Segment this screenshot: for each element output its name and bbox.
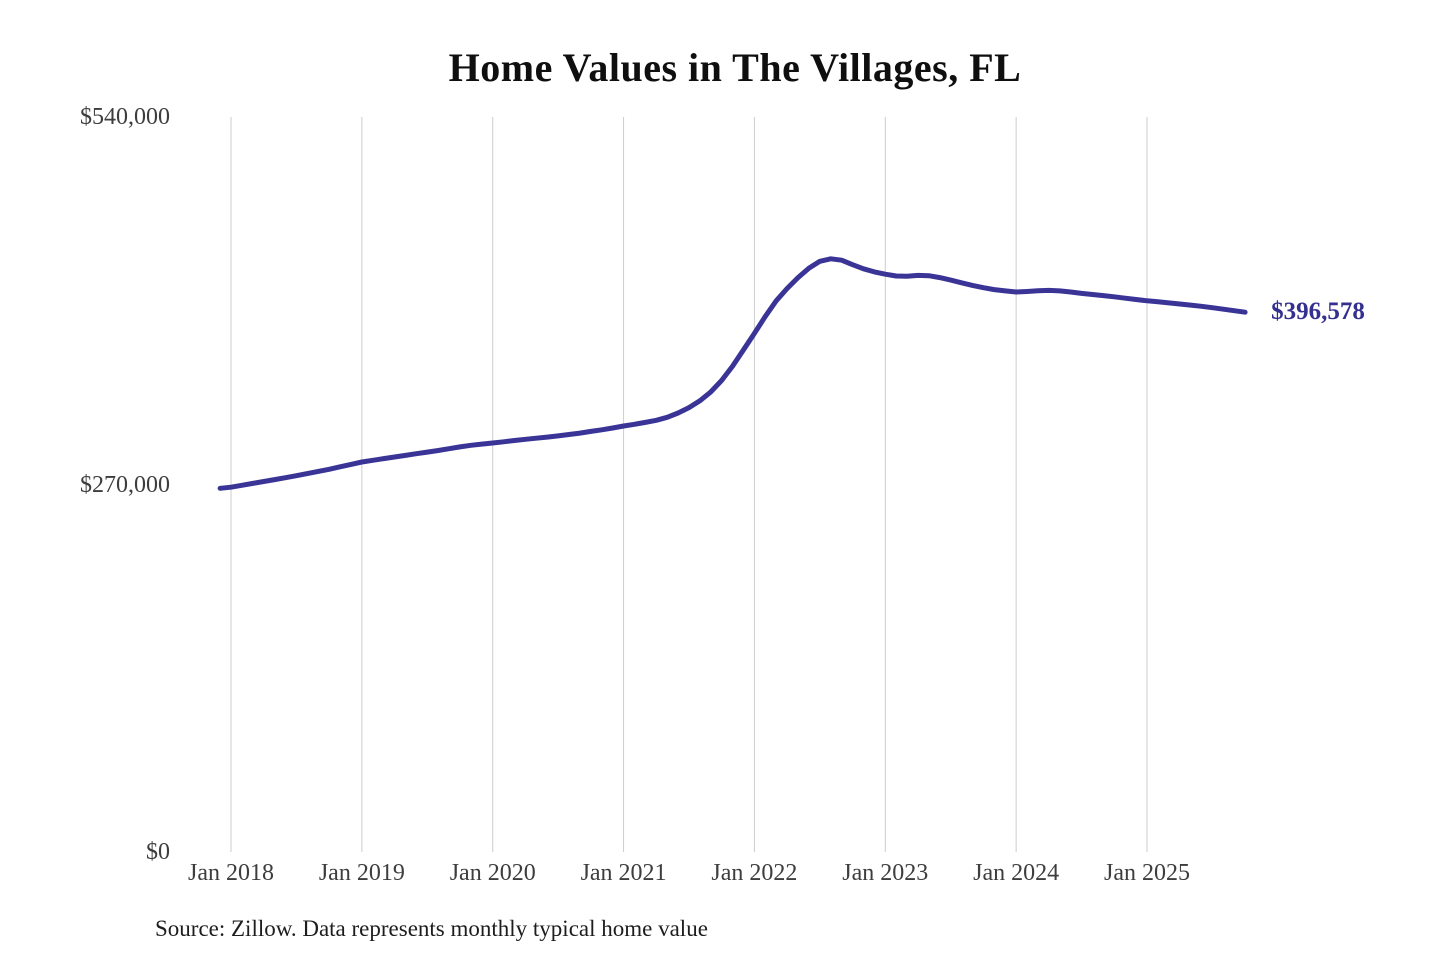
y-axis-label: $270,000 (80, 471, 170, 498)
chart-title: Home Values in The Villages, FL (448, 45, 1022, 90)
home-value-line (217, 256, 1248, 491)
source-note: Source: Zillow. Data represents monthly … (155, 916, 708, 941)
end-value-label: $396,578 (1271, 298, 1365, 326)
y-axis-label: $540,000 (80, 104, 170, 130)
x-axis-label: Jan 2025 (1104, 860, 1190, 886)
x-axis-label: Jan 2022 (711, 860, 798, 886)
y-axis-label: $0 (146, 839, 170, 865)
x-axis-label: Jan 2021 (580, 860, 667, 886)
x-axis-label: Jan 2024 (973, 860, 1060, 886)
x-axis-label: Jan 2020 (449, 860, 536, 886)
x-axis-label: Jan 2018 (188, 860, 274, 886)
x-axis-label: Jan 2023 (842, 860, 929, 886)
x-axis-label: Jan 2019 (318, 860, 405, 886)
